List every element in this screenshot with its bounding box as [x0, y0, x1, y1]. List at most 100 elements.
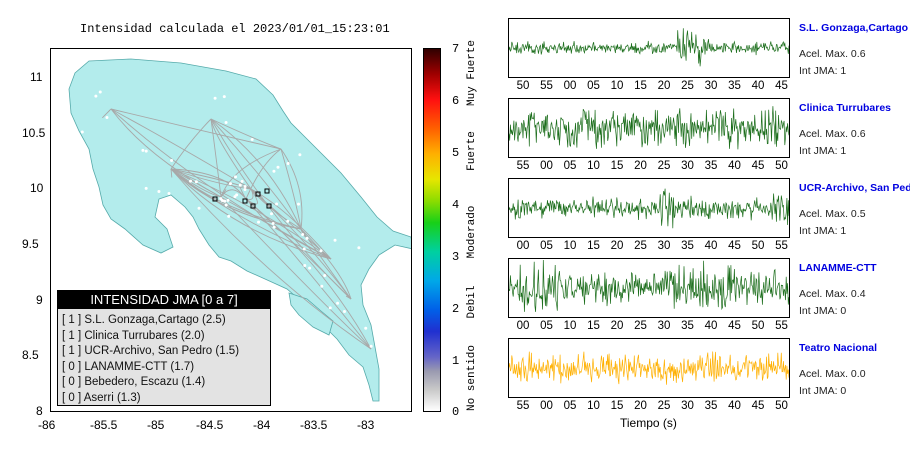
town-dot	[94, 94, 98, 98]
legend-row: [ 1 ] Clinica Turrubares (2.0)	[62, 329, 205, 342]
time-tick: 20	[657, 80, 671, 92]
road	[245, 198, 372, 350]
time-tick: 40	[751, 80, 765, 92]
time-tick: 45	[751, 160, 765, 172]
y-tick: 10	[30, 181, 44, 195]
colorbar-category: Moderado	[466, 205, 478, 259]
town-dot	[390, 323, 394, 327]
road	[170, 168, 332, 260]
trace-time-ticks: 00 05 10 15 20 25 30 35 40 45 50 55	[508, 320, 790, 334]
road	[110, 108, 222, 198]
road	[110, 108, 252, 190]
road	[170, 118, 212, 170]
time-axis-label: Tiempo (s)	[620, 416, 677, 430]
time-tick: 25	[681, 80, 694, 92]
waveform-trace[interactable]	[508, 98, 790, 158]
legend-row: [ 0 ] Bebedero, Escazu (1.4)	[62, 376, 206, 388]
trace-time-ticks: 55 00 05 10 15 20 25 30 35 40 45 50	[508, 160, 790, 174]
road	[170, 168, 247, 200]
town-dot	[319, 249, 323, 253]
road	[170, 168, 302, 230]
x-tick: -85	[147, 418, 165, 432]
town-dot	[286, 162, 290, 166]
town-dot	[364, 326, 368, 330]
time-tick: 40	[728, 400, 741, 412]
time-tick: 10	[587, 160, 600, 172]
time-tick: 05	[563, 160, 577, 172]
station-name: Clinica Turrubares	[799, 102, 891, 114]
time-tick: 10	[563, 240, 577, 252]
colorbar-value: 4	[452, 198, 460, 212]
time-tick: 35	[704, 160, 718, 172]
road	[245, 188, 258, 205]
x-tick: -85.5	[90, 418, 118, 432]
costa-rica-map-svg	[68, 58, 411, 402]
town-dot	[272, 225, 276, 229]
road	[110, 108, 332, 260]
town-dot	[275, 202, 279, 206]
time-tick: 40	[728, 160, 741, 172]
road	[110, 108, 282, 150]
town-dot	[333, 238, 337, 242]
waveform-trace[interactable]	[508, 178, 790, 238]
town-dot	[297, 202, 301, 206]
town-dot	[305, 236, 309, 240]
town-dot	[227, 214, 231, 218]
time-tick: 40	[704, 320, 718, 332]
map-title: Intensidad calculada el 2023/01/01_15:23…	[80, 22, 390, 36]
x-tick: -84.5	[196, 418, 224, 432]
road	[210, 118, 302, 230]
town-dot	[240, 179, 244, 183]
station-name: LANAMME-CTT	[799, 262, 877, 274]
road	[210, 118, 352, 300]
town-dot	[303, 264, 307, 268]
time-tick: 00	[516, 320, 530, 332]
time-tick: 05	[587, 80, 600, 92]
town-dot	[301, 130, 305, 134]
colorbar-value: 0	[452, 405, 460, 419]
town-dot	[219, 197, 223, 201]
town-dot	[257, 220, 261, 224]
time-tick: 00	[516, 240, 530, 252]
town-dot	[357, 367, 361, 371]
station-max-accel: Acel. Max. 0.5	[799, 208, 866, 220]
town-dot	[276, 165, 280, 169]
time-tick: 20	[610, 320, 624, 332]
y-tick: 8	[36, 404, 43, 418]
time-tick: 00	[540, 160, 553, 172]
time-tick: 45	[775, 80, 788, 92]
town-dot	[302, 247, 306, 251]
waveform-trace[interactable]	[508, 258, 790, 318]
waveform-trace[interactable]	[508, 18, 790, 78]
town-dot	[234, 175, 238, 179]
road	[245, 188, 254, 200]
time-tick: 55	[540, 80, 553, 92]
town-dot	[144, 149, 148, 153]
road	[245, 148, 282, 200]
colorbar-value: 6	[452, 94, 460, 108]
time-tick: 25	[657, 160, 671, 172]
town-dot	[336, 301, 340, 305]
town-dot	[224, 203, 228, 207]
time-tick: 00	[563, 80, 577, 92]
town-dot	[369, 344, 373, 348]
station-max-accel: Acel. Max. 0.4	[799, 288, 866, 300]
town-dot	[320, 284, 324, 288]
town-dot	[194, 180, 198, 184]
road	[250, 188, 332, 260]
road	[170, 168, 222, 198]
town-dot	[141, 148, 145, 152]
time-tick: 50	[751, 240, 765, 252]
colorbar-category: Debil	[466, 285, 478, 319]
time-tick: 35	[728, 80, 741, 92]
waveform-trace[interactable]	[508, 338, 790, 398]
town-dot	[167, 192, 171, 196]
road	[102, 108, 112, 118]
time-tick: 10	[563, 320, 577, 332]
legend-title: INTENSIDAD JMA [0 a 7]	[58, 291, 270, 309]
colorbar-category: No sentido	[466, 345, 478, 412]
town-dot	[170, 159, 174, 163]
legend-row: [ 0 ] Aserri (1.3)	[62, 391, 141, 404]
time-tick: 15	[610, 400, 624, 412]
time-tick: 45	[728, 240, 741, 252]
